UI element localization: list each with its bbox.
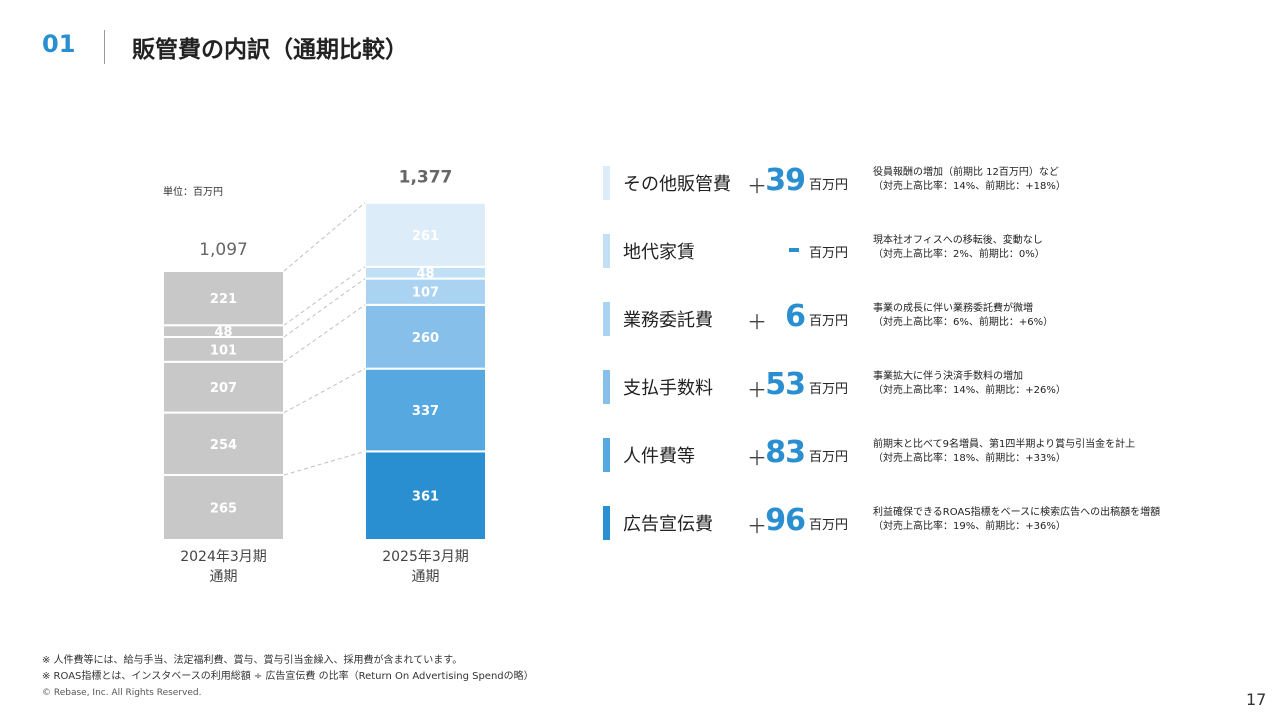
no-change-dash: [789, 248, 799, 252]
breakdown-row-outsourcing: 業務委託費 ＋ 6 百万円 事業の成長に伴い業務委託費が微増 （対売上高比率：6…: [603, 299, 1243, 336]
bar-segment: [162, 269, 285, 327]
copyright: © Rebase, Inc. All Rights Reserved.: [42, 688, 202, 698]
breakdown-row-personnel: 人件費等 ＋ 83 百万円 前期末と比べて9名増員、第1四半期より賞与引当金を計…: [603, 435, 1243, 472]
segment-value-label: 207: [210, 381, 237, 396]
stacked-bar-chart: 265254207101482211,0972024年3月期通期36133726…: [162, 168, 487, 585]
bar-segment: [364, 450, 487, 541]
row-description: 役員報酬の増加（前期比 12百万円）など （対売上高比率：14%、前期比：+18…: [873, 166, 1066, 194]
row-color-bar: [603, 302, 610, 336]
connector-line: [283, 368, 366, 414]
row-sign: ＋: [747, 446, 767, 470]
segment-value-label: 101: [210, 343, 237, 358]
breakdown-row-rent: 地代家賃 百万円 現本社オフィスへの移転後、変動なし （対売上高比率：2%、前期…: [603, 234, 1243, 268]
row-name: その他販管費: [623, 174, 731, 195]
bar-segment: [162, 360, 285, 414]
bar-total-label: 1,097: [199, 240, 248, 260]
connector-line: [283, 304, 366, 363]
connector-line: [283, 278, 366, 338]
segment-value-label: 261: [412, 229, 439, 244]
unit-label: 単位：百万円: [163, 187, 223, 198]
footnote-personnel: ※ 人件費等には、給与手当、法定福利費、賞与、賞与引当金繰入、採用費が含まれてい…: [42, 655, 463, 666]
footnote-roas: ※ ROAS指標とは、インスタベースの利用総額 ÷ 広告宣伝費 の比率（Retu…: [42, 671, 534, 682]
row-description-line2: （対売上高比率：2%、前期比：0%）: [873, 249, 1045, 260]
row-description-line2: （対売上高比率：19%、前期比：+36%）: [873, 521, 1066, 532]
row-color-bar: [603, 370, 610, 404]
connector-line: [283, 202, 366, 272]
row-description: 事業の成長に伴い業務委託費が微増 （対売上高比率：6%、前期比：+6%）: [873, 302, 1053, 330]
row-name: 広告宣伝費: [623, 514, 713, 535]
segment-value-label: 265: [210, 501, 237, 516]
row-value: 53: [765, 367, 806, 402]
row-description-line1: 現本社オフィスへの移転後、変動なし: [873, 235, 1043, 246]
row-value: 83: [765, 435, 806, 470]
row-description-line2: （対売上高比率：14%、前期比：+18%）: [873, 181, 1066, 192]
row-sign: ＋: [747, 174, 767, 198]
page-number: 17: [1246, 690, 1267, 709]
row-name: 業務委託費: [623, 310, 713, 331]
row-value: 39: [765, 163, 806, 198]
row-unit: 百万円: [809, 246, 849, 261]
bar-total-label: 1,377: [399, 168, 453, 188]
row-color-bar: [603, 438, 610, 472]
category-label: 通期: [412, 569, 440, 585]
connector-line: [283, 450, 366, 476]
row-description-line1: 前期末と比べて9名増員、第1四半期より賞与引当金を計上: [873, 439, 1136, 450]
row-name: 地代家賃: [623, 242, 695, 263]
category-label: 通期: [210, 569, 238, 585]
row-description-line1: 役員報酬の増加（前期比 12百万円）など: [873, 167, 1059, 178]
row-color-bar: [603, 234, 610, 268]
row-value: 6: [785, 299, 806, 334]
row-sign: ＋: [747, 310, 767, 334]
bar-segment: [364, 201, 487, 268]
row-unit: 百万円: [809, 518, 849, 533]
segment-value-label: 254: [210, 438, 237, 453]
breakdown-row-other: その他販管費 ＋ 39 百万円 役員報酬の増加（前期比 12百万円）など （対売…: [603, 163, 1243, 200]
row-unit: 百万円: [809, 450, 849, 465]
category-label: 2024年3月期: [180, 549, 267, 565]
row-name: 人件費等: [623, 446, 695, 467]
breakdown-row-advertising: 広告宣伝費 ＋ 96 百万円 利益確保できるROAS指標をベースに検索広告への出…: [603, 503, 1243, 540]
row-description: 事業拡大に伴う決済手数料の増加 （対売上高比率：14%、前期比：+26%）: [873, 370, 1066, 398]
row-description-line1: 利益確保できるROAS指標をベースに検索広告への出稿額を増額: [873, 507, 1161, 518]
row-description-line1: 事業の成長に伴い業務委託費が微増: [873, 303, 1033, 314]
row-unit: 百万円: [809, 382, 849, 397]
bar-segment: [162, 411, 285, 476]
bar-segment: [162, 473, 285, 541]
row-color-bar: [603, 166, 610, 200]
bar-segment: [162, 336, 285, 363]
row-description-line2: （対売上高比率：18%、前期比：+33%）: [873, 453, 1066, 464]
category-label: 2025年3月期: [382, 549, 469, 565]
bar-segment: [364, 303, 487, 370]
row-description-line1: 事業拡大に伴う決済手数料の増加: [873, 371, 1023, 382]
segment-value-label: 107: [412, 286, 439, 301]
breakdown-row-fees: 支払手数料 ＋ 53 百万円 事業拡大に伴う決済手数料の増加 （対売上高比率：1…: [603, 367, 1243, 404]
row-description: 前期末と比べて9名増員、第1四半期より賞与引当金を計上 （対売上高比率：18%、…: [873, 438, 1135, 466]
row-description: 現本社オフィスへの移転後、変動なし （対売上高比率：2%、前期比：0%）: [873, 234, 1045, 262]
segment-value-label: 221: [210, 292, 237, 307]
row-sign: ＋: [747, 514, 767, 538]
segment-value-label: 337: [412, 404, 439, 419]
row-value: 96: [765, 503, 806, 538]
row-name: 支払手数料: [623, 378, 713, 399]
connector-line: [283, 266, 366, 326]
row-description-line2: （対売上高比率：14%、前期比：+26%）: [873, 385, 1066, 396]
segment-value-label: 260: [412, 331, 439, 346]
row-unit: 百万円: [809, 178, 849, 193]
segment-value-label: 48: [214, 325, 232, 340]
row-sign: ＋: [747, 378, 767, 402]
row-description-line2: （対売上高比率：6%、前期比：+6%）: [873, 317, 1054, 328]
page-title: 販管費の内訳（通期比較）: [132, 37, 408, 63]
segment-value-label: 48: [416, 267, 434, 282]
section-number: 01: [42, 30, 76, 58]
bar-segment: [364, 367, 487, 453]
row-unit: 百万円: [809, 314, 849, 329]
row-description: 利益確保できるROAS指標をベースに検索広告への出稿額を増額 （対売上高比率：1…: [873, 506, 1160, 534]
title-divider: [104, 30, 105, 64]
segment-value-label: 361: [412, 490, 439, 505]
row-color-bar: [603, 506, 610, 540]
